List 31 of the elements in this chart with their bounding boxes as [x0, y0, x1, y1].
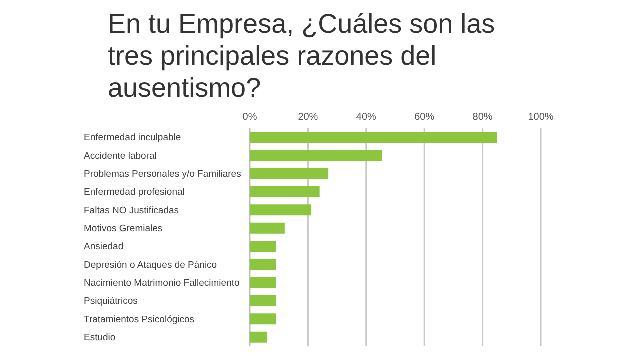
y-tick-label: Estudio [84, 332, 116, 344]
x-tick-label: 0% [242, 112, 258, 123]
bar [250, 222, 285, 234]
bar [250, 241, 276, 252]
y-tick-label: Enfermedad profesional [84, 187, 185, 198]
y-tick-label: Accidente laboral [84, 150, 157, 162]
bar [250, 132, 498, 143]
y-tick-label: Psiquiátricos [84, 296, 138, 308]
y-tick-label: Motivos Gremiales [84, 223, 163, 234]
x-tick-label: 20% [298, 112, 318, 123]
x-tick-label: 60% [414, 112, 435, 123]
x-tick-label: 80% [472, 112, 493, 123]
x-tick-label: 40% [356, 112, 377, 123]
bar [250, 314, 276, 325]
bar [250, 204, 312, 216]
y-tick-label: Tratamientos Psicológicos [84, 314, 195, 326]
y-tick-label: Nacimiento Matrimonio Fallecimiento [84, 278, 240, 289]
y-tick-label: Depresión o Ataques de Pánico [84, 260, 218, 271]
y-tick-label: Problemas Personales y/o Familiares [84, 168, 242, 180]
y-tick-label: Faltas NO Justificadas [84, 205, 180, 216]
bar [250, 332, 268, 343]
chart-title: En tu Empresa, ¿Cuáles son las tres principales razones del ausentismo? [108, 8, 496, 104]
bar [250, 277, 276, 288]
bar [250, 259, 276, 270]
y-tick-label: Ansiedad [84, 242, 124, 253]
bar [250, 186, 320, 198]
bar [250, 296, 276, 306]
bar [250, 150, 382, 162]
y-tick-label: Enfermedad inculpable [84, 132, 182, 144]
bar [250, 168, 329, 180]
x-tick-label: 100% [528, 112, 554, 123]
